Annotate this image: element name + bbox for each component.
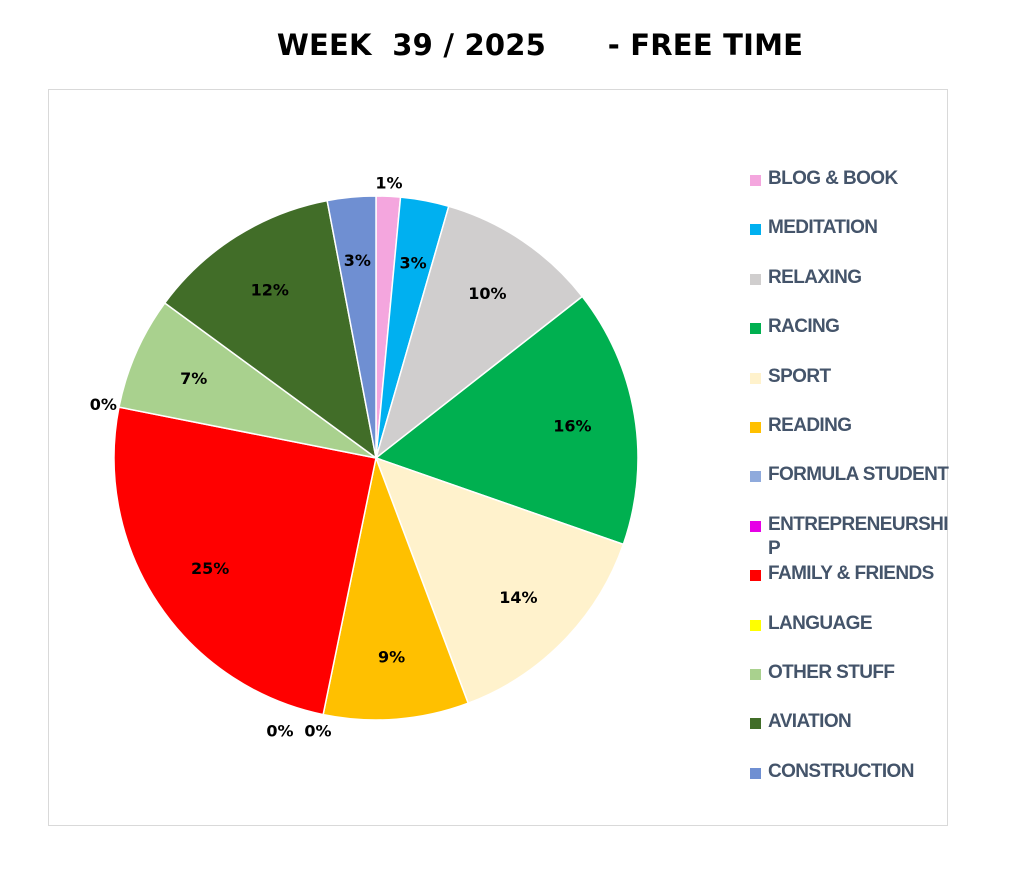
data-label-construction: 3%: [344, 251, 371, 270]
data-label-relaxing: 10%: [468, 284, 506, 303]
legend-swatch: [750, 422, 761, 433]
legend-item-entrepreneurship: ENTREPRENEURSHIP: [750, 513, 960, 561]
legend-item-construction: CONSTRUCTION: [750, 760, 960, 784]
data-label-language: 0%: [90, 395, 117, 414]
legend-swatch: [750, 669, 761, 680]
legend-item-aviation: AVIATION: [750, 710, 960, 734]
legend-item-formula-student: FORMULA STUDENT: [750, 463, 960, 487]
legend-swatch: [750, 471, 761, 483]
pie-slice-aviation: [163, 199, 378, 460]
data-label-meditation: 3%: [400, 253, 427, 272]
data-label-entrepreneurship: 0%: [304, 721, 331, 740]
legend-swatch: [750, 323, 761, 335]
legend-label: ENTREPRENEURSHIP: [768, 513, 949, 559]
legend-swatch: [750, 718, 761, 730]
pie-slice-other-stuff: [118, 301, 377, 459]
data-label-aviation: 12%: [251, 281, 289, 300]
legend-swatch: [750, 175, 761, 186]
legend-label: MEDITATION: [768, 217, 878, 239]
legend-label: OTHER STUFF: [768, 662, 895, 683]
legend-swatch: [750, 570, 761, 582]
legend-item-relaxing: RELAXING: [750, 266, 960, 290]
data-label-formula-student: 0%: [266, 721, 293, 740]
data-label-sport: 14%: [499, 588, 537, 607]
pie-slice-racing: [374, 295, 639, 546]
legend-swatch: [750, 224, 761, 236]
legend-label: FORMULA STUDENT: [768, 464, 949, 486]
legend-label: LANGUAGE: [768, 612, 873, 634]
legend-swatch: [750, 619, 761, 631]
data-label-blog-book: 1%: [375, 173, 402, 192]
legend-label: RACING: [768, 316, 840, 338]
pie-data-labels: 1% 3% 10% 16% 14% 9% 0% 0% 25% 0% 7% 12% 3%: [90, 173, 592, 740]
pie-slice-relaxing: [374, 205, 584, 461]
legend-item-sport: SPORT: [750, 365, 960, 389]
legend-item-racing: RACING: [750, 315, 960, 339]
pie-slice-family-friends: [113, 406, 377, 716]
chart-title: WEEK 39 / 2025 - FREE TIME: [276, 28, 804, 62]
data-label-family-friends: 25%: [191, 559, 229, 578]
legend-label: BLOG & BOOK: [768, 168, 898, 189]
legend-swatch: [750, 767, 761, 779]
pie-slice-sport: [374, 456, 625, 705]
legend-label: SPORT: [768, 365, 831, 387]
legend-item-other-stuff: OTHER STUFF: [750, 661, 960, 685]
pie-slice-reading: [322, 455, 470, 721]
legend-label: RELAXING: [768, 266, 862, 288]
legend-label: AVIATION: [768, 711, 852, 733]
pie-slices: [113, 195, 639, 721]
legend-item-family-friends: FAMILY & FRIENDS: [750, 562, 960, 586]
legend-label: CONSTRUCTION: [768, 760, 914, 782]
legend-swatch: [750, 273, 761, 285]
data-label-other-stuff: 7%: [180, 369, 207, 388]
legend-item-language: LANGUAGE: [750, 612, 960, 636]
chart-area: [48, 89, 948, 826]
legend-label: READING: [768, 415, 852, 436]
data-label-racing: 16%: [553, 416, 591, 435]
data-label-reading: 9%: [378, 648, 405, 667]
legend-swatch: [750, 372, 761, 384]
legend-item-blog-book: BLOG & BOOK: [750, 167, 960, 191]
legend-swatch: [750, 520, 761, 532]
legend-item-meditation: MEDITATION: [750, 216, 960, 240]
pie-slice-construction: [326, 195, 377, 459]
legend-label: FAMILY & FRIENDS: [768, 563, 934, 585]
legend-item-reading: READING: [750, 414, 960, 438]
